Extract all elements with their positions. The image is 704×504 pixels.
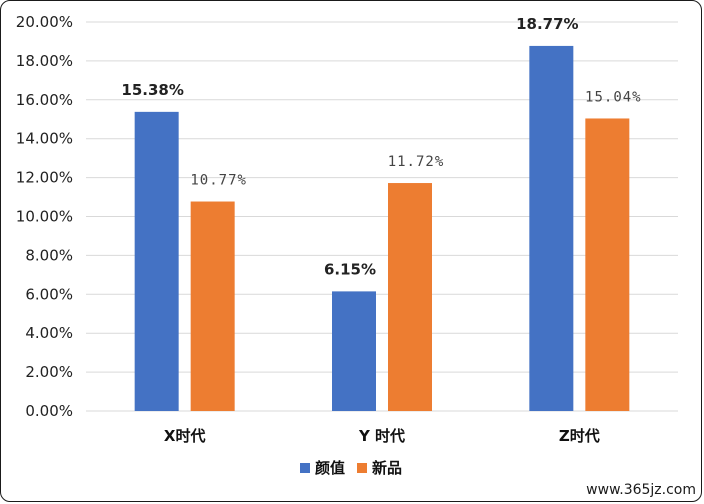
y-tick-label: 10.00% bbox=[16, 208, 73, 226]
data-label: 10.77% bbox=[190, 173, 247, 189]
y-tick-label: 18.00% bbox=[16, 52, 73, 70]
y-tick-label: 4.00% bbox=[25, 324, 73, 342]
bar bbox=[332, 291, 376, 411]
y-tick-label: 20.00% bbox=[16, 13, 73, 31]
x-category-label: Z时代 bbox=[559, 427, 600, 445]
y-tick-label: 8.00% bbox=[25, 246, 73, 264]
legend-label: 颜值 bbox=[315, 459, 345, 477]
bar bbox=[585, 118, 630, 412]
legend-swatch bbox=[300, 463, 310, 473]
data-label: 18.77% bbox=[516, 15, 578, 33]
y-tick-label: 2.00% bbox=[25, 363, 73, 381]
watermark: www.365jz.com bbox=[586, 482, 696, 498]
y-tick-label: 12.00% bbox=[16, 169, 73, 187]
legend-swatch bbox=[357, 463, 367, 473]
data-label: 6.15% bbox=[324, 260, 376, 278]
y-tick-label: 6.00% bbox=[25, 285, 73, 303]
y-tick-label: 0.00% bbox=[25, 402, 73, 420]
bar bbox=[388, 183, 432, 411]
data-label: 11.72% bbox=[388, 154, 445, 170]
legend-label: 新品 bbox=[372, 459, 402, 477]
y-tick-label: 14.00% bbox=[16, 130, 73, 148]
bar bbox=[529, 45, 574, 412]
data-label: 15.04% bbox=[585, 89, 642, 105]
data-label: 15.38% bbox=[121, 81, 183, 99]
bar bbox=[134, 111, 179, 411]
y-tick-label: 16.00% bbox=[16, 91, 73, 109]
x-category-label: Y 时代 bbox=[358, 427, 405, 445]
x-category-label: X时代 bbox=[164, 427, 206, 445]
bar bbox=[190, 201, 235, 411]
